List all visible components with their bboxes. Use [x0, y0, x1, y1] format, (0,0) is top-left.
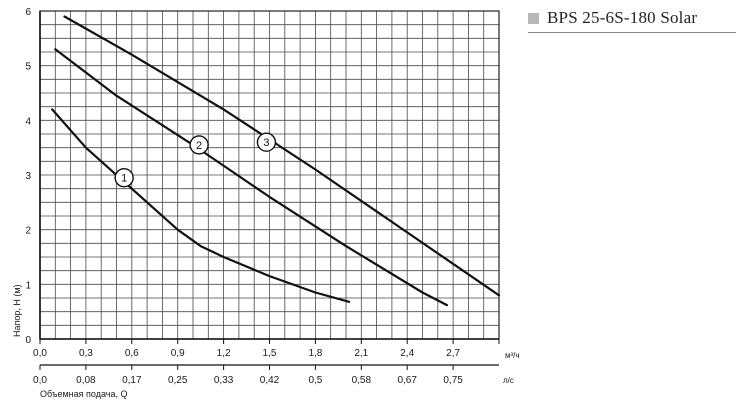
curve-markers: 1 2 3: [114, 132, 277, 188]
y-tick-label: 6: [25, 7, 31, 18]
x-tick-label: 0,0: [33, 348, 47, 359]
marker-label: 1: [121, 173, 127, 185]
marker-label: 2: [196, 140, 202, 152]
x-tick-label: 0,3: [79, 348, 93, 359]
y-tick-labels: 0 1 2 3 4 5 6: [25, 7, 31, 346]
curve-3: [63, 15, 501, 297]
x-axis-label: Объемная подача, Q: [40, 389, 127, 399]
chart-grid: [39, 10, 500, 340]
y-tick-label: 3: [25, 171, 31, 182]
x-tick-label: 2,1: [354, 348, 368, 359]
x-tick-label-secondary: 0,58: [352, 375, 372, 386]
x-tick-label-secondary: 0,67: [397, 375, 417, 386]
x-tick-label-secondary: 0,08: [76, 375, 96, 386]
legend-divider: [528, 32, 736, 33]
x-tick-label-secondary: 0,75: [443, 375, 463, 386]
x-tick-label-secondary: 0,33: [214, 375, 234, 386]
curve-marker-3: 3: [256, 132, 277, 152]
legend-title: BPS 25-6S-180 Solar: [547, 8, 698, 27]
y-tick-label: 4: [25, 116, 31, 127]
y-tick-label: 1: [25, 280, 31, 291]
marker-circle: [256, 132, 277, 152]
x-tick-label-secondary: 0,42: [260, 375, 280, 386]
x-unit-top: м³/ч: [505, 351, 520, 360]
x-tick-label: 0,6: [125, 348, 139, 359]
y-tick-label: 5: [25, 62, 31, 73]
y-tick-label: 2: [25, 226, 31, 237]
x-tick-label: 2,7: [446, 348, 460, 359]
x-tick-labels-secondary: 0,0 0,08 0,17 0,25 0,33 0,42 0,5 0,58 0,67 0,75: [33, 375, 463, 386]
x-tick-label: 2,4: [400, 348, 414, 359]
x-unit-bottom: л/с: [503, 376, 514, 385]
curve-2: [54, 48, 449, 307]
marker-circle: [114, 168, 134, 188]
chart-series: [51, 15, 501, 307]
y-tick-label: 0: [25, 335, 31, 346]
x-tick-labels: 0,0 0,3 0,6 0,9 1,2 1,5 1,8 2,1 2,4 2,7: [33, 348, 460, 359]
x-tick-label: 0,9: [171, 348, 185, 359]
marker-circle: [189, 135, 209, 155]
legend-square-icon: [528, 12, 539, 24]
x-tick-label-secondary: 0,17: [122, 375, 142, 386]
x-tick-label: 1,5: [263, 348, 277, 359]
x-tick-label: 1,8: [308, 348, 322, 359]
x-tick-label-secondary: 0,25: [168, 375, 188, 386]
x-tick-label-secondary: 0,0: [33, 375, 47, 386]
curve-marker-2: 2: [189, 135, 209, 155]
curve-1: [51, 108, 351, 303]
marker-label: 3: [263, 137, 269, 149]
legend-row: BPS 25-6S-180 Solar: [528, 8, 738, 28]
chart-legend: BPS 25-6S-180 Solar: [528, 8, 738, 33]
curve-marker-1: 1: [114, 168, 134, 188]
x-tick-label: 1,2: [217, 348, 231, 359]
x-tick-label-secondary: 0,5: [308, 375, 322, 386]
chart-axes: [39, 10, 500, 370]
y-axis-label: Напор, H (м): [12, 284, 22, 337]
